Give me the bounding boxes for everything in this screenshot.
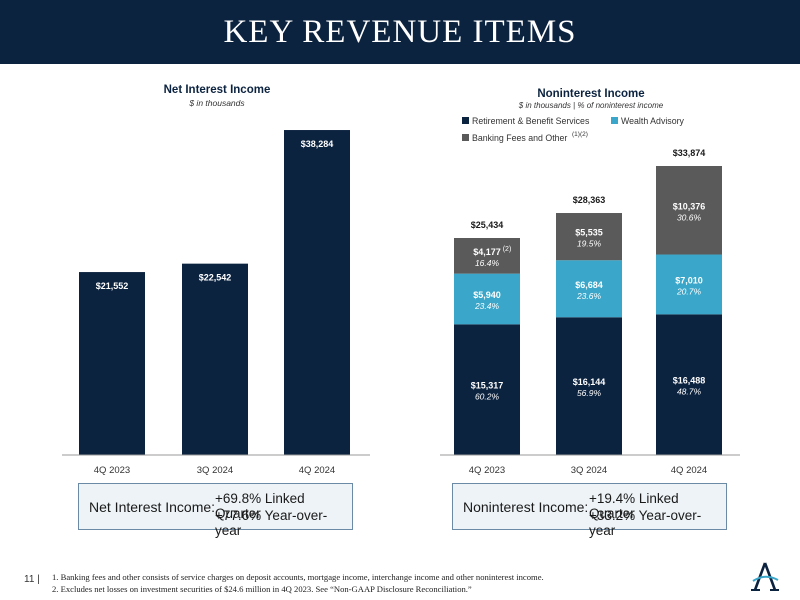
nii-bar-1: [182, 263, 248, 455]
noni-value-label-1-1: $6,684: [575, 280, 603, 290]
noni-value-label-0-2: $4,177: [473, 247, 501, 257]
noni-bar-0-segment-1: [454, 273, 520, 325]
noni-pct-label-0-0: 60.2%: [475, 392, 500, 402]
noni-x-tick-2: 4Q 2024: [671, 465, 707, 476]
noni-pct-label-2-2: 30.6%: [677, 212, 702, 222]
noni-bar-0-segment-0: [454, 324, 520, 455]
noni-x-tick-1: 3Q 2024: [571, 465, 607, 476]
page-number: 11 |: [24, 574, 40, 585]
noni-total-label-1: $28,363: [573, 195, 606, 205]
noni-pct-label-2-0: 48.7%: [677, 387, 702, 397]
legend-swatch-1: [611, 117, 618, 124]
header-bar: KEY REVENUE ITEMS: [0, 0, 800, 64]
noni-pct-label-0-1: 23.4%: [474, 301, 500, 311]
noninterest-summary-box: Noninterest Income: +19.4% Linked Quarte…: [452, 483, 727, 538]
noninterest-summary-linked-quarter: +19.4% Linked Quarter: [589, 491, 679, 521]
noni-pct-label-1-2: 19.5%: [577, 239, 602, 249]
noni-value-label-2-2: $10,376: [673, 201, 706, 211]
nii-summary-linked-quarter: +69.8% Linked Quarter: [215, 491, 305, 521]
noni-bar-1-segment-1: [556, 260, 622, 318]
nii-value-label-2: $38,284: [301, 139, 334, 149]
noninterest-summary-label: Noninterest Income:: [463, 499, 589, 515]
noni-pct-label-1-1: 23.6%: [576, 291, 602, 301]
noni-value-label-2-1: $7,010: [675, 275, 703, 285]
noni-bar-2-segment-0: [656, 314, 722, 455]
noni-chart-subtitle: $ in thousands | % of noninterest income: [518, 101, 664, 110]
legend-label-0: Retirement & Benefit Services: [472, 116, 590, 126]
noni-chart-title: Noninterest Income: [537, 88, 644, 100]
footnote-2: 2. Excludes net losses on investment sec…: [52, 584, 472, 594]
legend-footnote-ref-2: (1)(2): [572, 131, 588, 138]
company-logo: [751, 562, 779, 591]
legend-swatch-0: [462, 117, 469, 124]
page-title: KEY REVENUE ITEMS: [223, 14, 577, 50]
nii-summary-box: Net Interest Income: +69.8% Linked Quart…: [78, 483, 353, 538]
noni-value-label-0-0: $15,317: [471, 381, 504, 391]
nii-chart-subtitle: $ in thousands: [188, 98, 245, 108]
nii-x-tick-2: 4Q 2024: [299, 465, 335, 476]
legend-label-1: Wealth Advisory: [621, 116, 685, 126]
noni-total-label-0: $25,434: [471, 220, 504, 230]
noni-total-label-2: $33,874: [673, 148, 706, 158]
nii-chart-title: Net Interest Income: [164, 84, 271, 96]
noni-x-tick-0: 4Q 2023: [469, 465, 505, 476]
nii-bar-2: [284, 130, 350, 455]
legend-swatch-2: [462, 134, 469, 141]
noni-pct-label-0-2: 16.4%: [475, 258, 500, 268]
nii-bar-0: [79, 272, 145, 455]
noni-pct-label-1-0: 56.9%: [577, 388, 602, 398]
noni-bar-2-segment-2: [656, 166, 722, 255]
noni-bar-1-segment-0: [556, 317, 622, 455]
noni-pct-label-2-1: 20.7%: [676, 286, 702, 296]
footnote-1: 1. Banking fees and other consists of se…: [52, 572, 544, 582]
legend-label-2: Banking Fees and Other: [472, 133, 567, 143]
nii-value-label-1: $22,542: [199, 273, 232, 283]
noni-value-label-0-1: $5,940: [473, 290, 501, 300]
noni-value-label-2-0: $16,488: [673, 376, 706, 386]
nii-value-label-0: $21,552: [96, 281, 129, 291]
nii-summary-year-over-year: +77.6% Year-over-year: [215, 508, 328, 538]
nii-x-tick-0: 4Q 2023: [94, 465, 130, 476]
noni-value-label-1-0: $16,144: [573, 377, 606, 387]
noni-bar-1-segment-2: [556, 213, 622, 261]
noni-value-label-1-2: $5,535: [575, 228, 603, 238]
charts-canvas: Net Interest Income $ in thousands $21,552…: [62, 84, 740, 476]
noni-bar-2-segment-1: [656, 254, 722, 315]
nii-x-tick-1: 3Q 2024: [197, 465, 233, 476]
noni-note-0-2: (2): [503, 246, 512, 253]
nii-summary-label: Net Interest Income:: [89, 499, 216, 515]
noninterest-summary-year-over-year: +33.2% Year-over-year: [589, 508, 702, 538]
noni-bar-0-segment-2: [454, 238, 520, 274]
